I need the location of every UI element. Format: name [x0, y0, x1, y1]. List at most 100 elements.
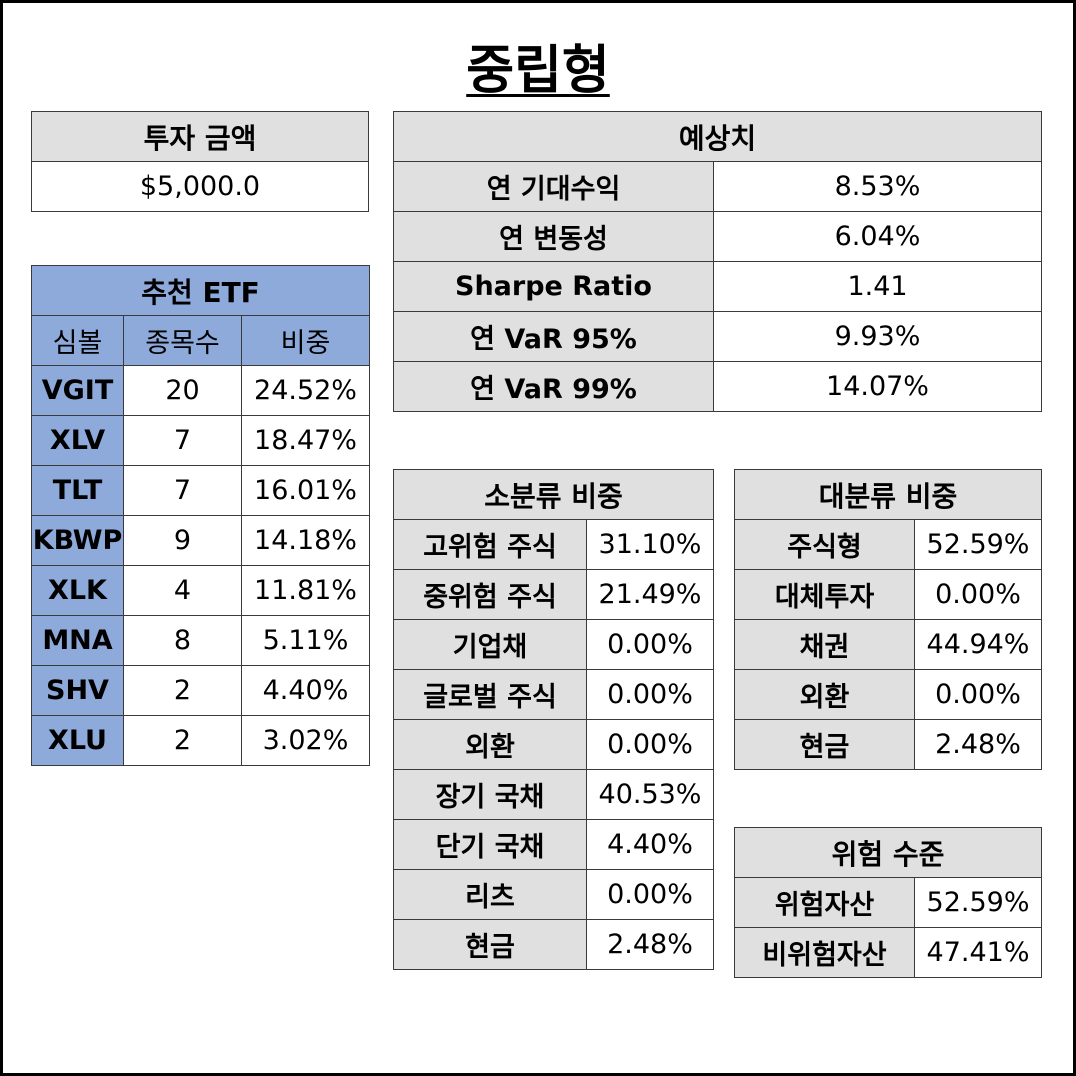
- etf-row: MNA 8 5.11%: [31, 615, 370, 666]
- main-category-table: 대분류 비중 주식형 52.59% 대체투자 0.00% 채권 44.94% 외…: [734, 469, 1042, 770]
- sub-category-label: 단기 국채: [393, 819, 587, 870]
- forecast-label: 연 VaR 99%: [393, 361, 714, 412]
- etf-weight: 18.47%: [241, 415, 370, 466]
- investment-table: 투자 금액 $5,000.0: [31, 111, 369, 212]
- sub-category-value: 31.10%: [586, 519, 714, 570]
- main-category-value: 0.00%: [914, 569, 1042, 620]
- sub-category-row: 현금 2.48%: [393, 919, 714, 970]
- risk-level-label: 비위험자산: [734, 927, 915, 978]
- etf-row: XLV 7 18.47%: [31, 415, 370, 466]
- etf-symbol: XLV: [31, 415, 124, 466]
- sub-category-value: 0.00%: [586, 869, 714, 920]
- etf-count: 9: [123, 515, 242, 566]
- etf-symbol: SHV: [31, 665, 124, 716]
- etf-column-weight: 비중: [241, 315, 370, 366]
- risk-level-value: 47.41%: [913, 927, 1043, 978]
- forecast-value: 14.07%: [713, 361, 1042, 412]
- main-category-value: 0.00%: [914, 669, 1042, 720]
- etf-count: 2: [123, 715, 242, 766]
- main-category-label: 현금: [734, 719, 915, 770]
- main-category-value: 44.94%: [914, 619, 1042, 670]
- etf-row: XLK 4 11.81%: [31, 565, 370, 616]
- etf-count: 4: [123, 565, 242, 616]
- etf-weight: 3.02%: [241, 715, 370, 766]
- etf-row: VGIT 20 24.52%: [31, 365, 370, 416]
- etf-count: 20: [123, 365, 242, 416]
- sub-category-row: 고위험 주식 31.10%: [393, 519, 714, 570]
- etf-row: TLT 7 16.01%: [31, 465, 370, 516]
- etf-column-count: 종목수: [123, 315, 242, 366]
- forecast-row: 연 기대수익 8.53%: [393, 161, 1042, 212]
- etf-symbol: MNA: [31, 615, 124, 666]
- etf-count: 8: [123, 615, 242, 666]
- sub-category-row: 외환 0.00%: [393, 719, 714, 770]
- sub-category-row: 단기 국채 4.40%: [393, 819, 714, 870]
- etf-symbol: KBWP: [31, 515, 124, 566]
- forecast-header: 예상치: [393, 111, 1042, 162]
- sub-category-label: 중위험 주식: [393, 569, 587, 620]
- etf-count: 2: [123, 665, 242, 716]
- sub-category-label: 고위험 주식: [393, 519, 587, 570]
- sub-category-row: 리츠 0.00%: [393, 869, 714, 920]
- etf-weight: 24.52%: [241, 365, 370, 416]
- forecast-value: 6.04%: [713, 211, 1042, 262]
- page-title: 중립형: [0, 28, 1076, 103]
- main-category-value: 52.59%: [914, 519, 1042, 570]
- etf-weight: 4.40%: [241, 665, 370, 716]
- main-category-value: 2.48%: [914, 719, 1042, 770]
- sub-category-label: 기업채: [393, 619, 587, 670]
- main-category-label: 주식형: [734, 519, 915, 570]
- etf-count: 7: [123, 415, 242, 466]
- sub-category-row: 장기 국채 40.53%: [393, 769, 714, 820]
- main-category-row: 현금 2.48%: [734, 719, 1042, 770]
- sub-category-label: 장기 국채: [393, 769, 587, 820]
- etf-symbol: XLK: [31, 565, 124, 616]
- sub-category-row: 중위험 주식 21.49%: [393, 569, 714, 620]
- sub-category-value: 0.00%: [586, 619, 714, 670]
- risk-level-label: 위험자산: [734, 877, 915, 928]
- forecast-row: 연 VaR 99% 14.07%: [393, 361, 1042, 412]
- forecast-label: 연 VaR 95%: [393, 311, 714, 362]
- risk-level-table: 위험 수준 위험자산 52.59% 비위험자산 47.41%: [733, 827, 1043, 978]
- etf-weight: 11.81%: [241, 565, 370, 616]
- risk-level-row: 위험자산 52.59%: [734, 877, 1043, 928]
- page-title-text: 중립형: [466, 41, 610, 101]
- etf-weight: 5.11%: [241, 615, 370, 666]
- sub-category-label: 글로벌 주식: [393, 669, 587, 720]
- forecast-row: Sharpe Ratio 1.41: [393, 261, 1042, 312]
- etf-table: 추천 ETF 심볼 종목수 비중 VGIT 20 24.52% XLV 7 18…: [31, 265, 370, 766]
- main-category-label: 대체투자: [734, 569, 915, 620]
- risk-level-header: 위험 수준: [733, 827, 1043, 878]
- main-category-header: 대분류 비중: [734, 469, 1042, 520]
- sub-category-table: 소분류 비중 고위험 주식 31.10% 중위험 주식 21.49% 기업채 0…: [393, 469, 714, 970]
- main-category-label: 외환: [734, 669, 915, 720]
- sub-category-label: 리츠: [393, 869, 587, 920]
- etf-symbol: XLU: [31, 715, 124, 766]
- main-category-row: 채권 44.94%: [734, 619, 1042, 670]
- etf-header: 추천 ETF: [31, 265, 370, 316]
- etf-weight: 14.18%: [241, 515, 370, 566]
- sub-category-value: 21.49%: [586, 569, 714, 620]
- forecast-value: 1.41: [713, 261, 1042, 312]
- main-category-label: 채권: [734, 619, 915, 670]
- forecast-row: 연 변동성 6.04%: [393, 211, 1042, 262]
- etf-count: 7: [123, 465, 242, 516]
- forecast-label: 연 변동성: [393, 211, 714, 262]
- forecast-label: 연 기대수익: [393, 161, 714, 212]
- etf-row: KBWP 9 14.18%: [31, 515, 370, 566]
- etf-symbol: TLT: [31, 465, 124, 516]
- main-category-row: 외환 0.00%: [734, 669, 1042, 720]
- etf-row: SHV 2 4.40%: [31, 665, 370, 716]
- sub-category-value: 0.00%: [586, 719, 714, 770]
- investment-value: $5,000.0: [31, 161, 369, 212]
- etf-column-symbol: 심볼: [31, 315, 124, 366]
- forecast-label: Sharpe Ratio: [393, 261, 714, 312]
- sub-category-value: 4.40%: [586, 819, 714, 870]
- forecast-value: 8.53%: [713, 161, 1042, 212]
- sub-category-header: 소분류 비중: [393, 469, 714, 520]
- etf-weight: 16.01%: [241, 465, 370, 516]
- investment-header: 투자 금액: [31, 111, 369, 162]
- main-category-row: 주식형 52.59%: [734, 519, 1042, 570]
- main-category-row: 대체투자 0.00%: [734, 569, 1042, 620]
- forecast-value: 9.93%: [713, 311, 1042, 362]
